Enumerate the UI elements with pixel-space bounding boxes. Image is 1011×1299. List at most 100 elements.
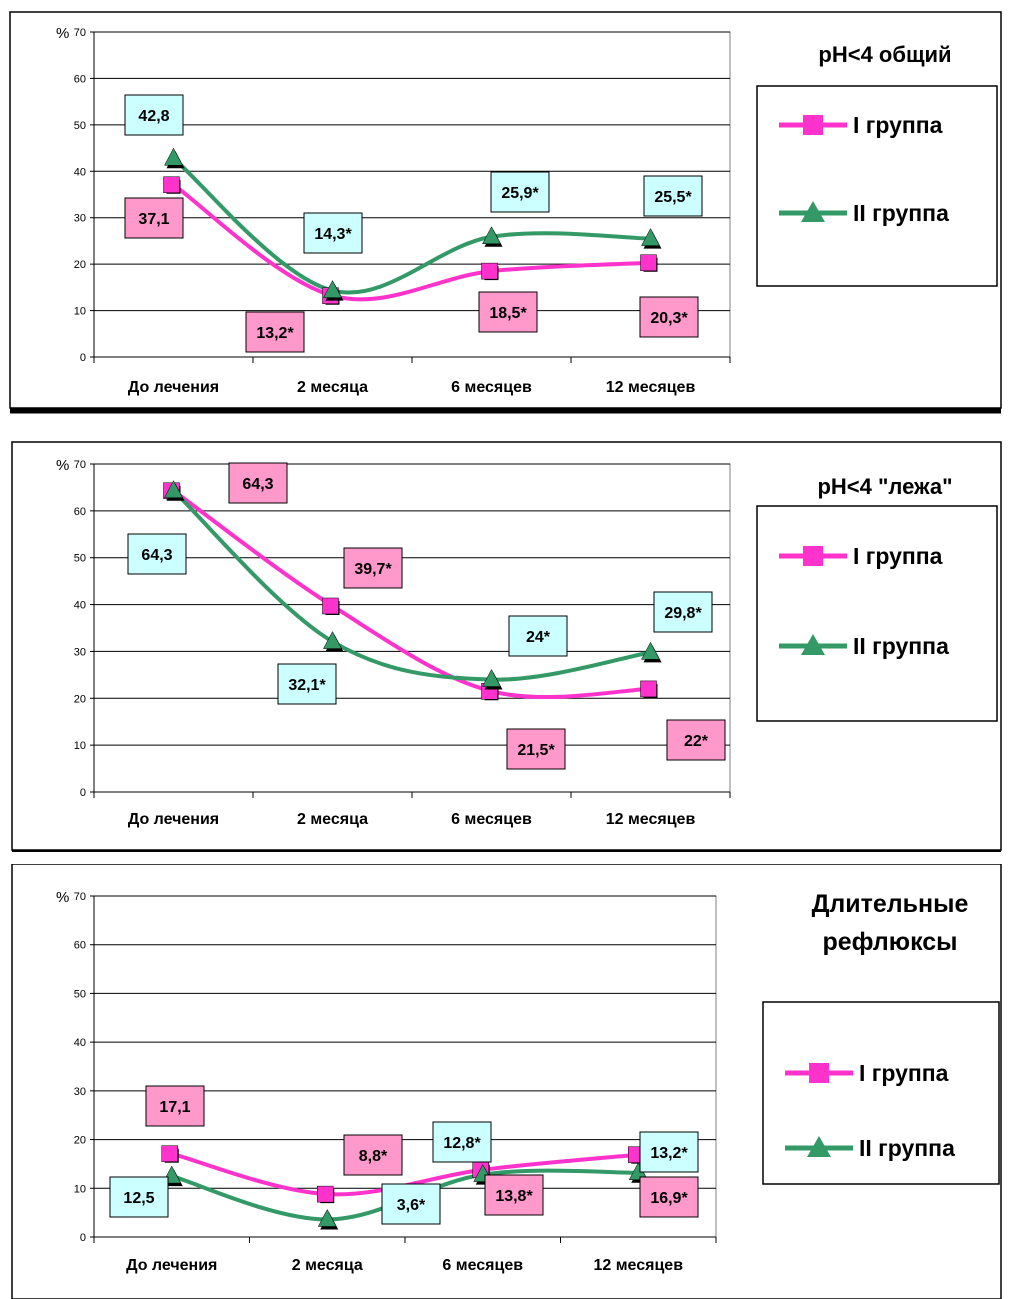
chart-title: рН<4 общий <box>818 42 951 67</box>
data-label-box <box>245 311 305 353</box>
y-tick-label: 40 <box>74 1037 86 1049</box>
y-tick-label: 0 <box>80 787 86 799</box>
y-axis-label: % <box>56 457 69 474</box>
legend-label-series-2: II группа <box>853 633 949 659</box>
legend-box <box>762 1001 1000 1185</box>
data-label-box <box>639 1176 699 1218</box>
chart-title: рН<4 "лежа" <box>817 474 952 499</box>
y-tick-label: 20 <box>74 693 86 705</box>
data-point-series-1 <box>322 597 339 615</box>
x-tick-label: До лечения <box>128 811 219 828</box>
data-point-series-2 <box>164 480 183 498</box>
data-label: 37,1 <box>138 211 169 228</box>
data-label-box <box>109 1176 169 1218</box>
data-point-series-2 <box>164 147 183 166</box>
y-tick-label: 60 <box>74 506 86 518</box>
data-label: 24* <box>526 629 551 646</box>
data-label-box <box>124 197 184 239</box>
data-point-series-2 <box>482 669 501 687</box>
x-tick-label: 2 месяца <box>297 811 368 828</box>
legend-marker-series-2 <box>801 201 825 222</box>
y-tick-label: 60 <box>74 73 86 85</box>
legend-marker-series-1 <box>809 1063 829 1083</box>
data-label: 13,2* <box>256 325 294 342</box>
data-label-box <box>653 591 713 633</box>
data-label-box <box>639 1131 699 1173</box>
y-axis-label: % <box>56 889 69 906</box>
data-label: 18,5* <box>489 305 527 322</box>
data-point-series-2 <box>323 280 342 298</box>
data-label: 13,2* <box>650 1145 688 1162</box>
y-tick-label: 0 <box>80 352 86 364</box>
data-label-box <box>666 719 726 761</box>
data-label: 25,9* <box>501 185 539 202</box>
data-label: 39,7* <box>354 561 392 578</box>
data-label-box <box>228 462 288 504</box>
data-point-series-2 <box>641 228 660 246</box>
legend-box <box>756 85 998 287</box>
data-label-box <box>484 1174 544 1216</box>
chart-panel-2: 0 10 20 30 40 50 60 70% До лечения 2 месяца 6 меся… <box>0 432 1011 852</box>
x-tick-label: 2 месяца <box>292 1257 363 1274</box>
y-tick-label: 30 <box>74 1086 86 1098</box>
y-tick-label: 60 <box>74 940 86 952</box>
x-tick-label: 12 месяцев <box>606 379 696 396</box>
legend-label-series-1: I группа <box>853 112 943 138</box>
data-label: 32,1* <box>288 677 326 694</box>
data-point-series-2 <box>323 631 342 649</box>
y-tick-label: 70 <box>74 27 86 39</box>
x-tick-label: 6 месяцев <box>451 811 532 828</box>
data-label: 14,3* <box>314 226 352 243</box>
data-point-series-1 <box>317 1185 334 1203</box>
y-tick-label: 10 <box>74 1183 86 1195</box>
legend-label-series-1: I группа <box>859 1060 949 1086</box>
data-label: 29,8* <box>664 605 702 622</box>
legend-marker-series-2 <box>807 1136 831 1157</box>
legend-label-series-2: II группа <box>853 200 949 226</box>
data-label-box <box>490 171 550 213</box>
legend-label-series-2: II группа <box>859 1135 955 1161</box>
y-tick-label: 50 <box>74 553 86 565</box>
y-axis-label: % <box>56 25 69 42</box>
data-point-series-1 <box>481 262 498 280</box>
chart-panel-1: 0 10 20 30 40 50 60 70% До лечения 2 месяца 6 меся… <box>0 0 1011 420</box>
data-label-box <box>643 175 703 217</box>
data-label-box <box>506 728 566 770</box>
data-label-box <box>381 1183 441 1225</box>
chart-2: 0 10 20 30 40 50 60 70% До лечения 2 месяца 6 меся… <box>11 441 1002 852</box>
legend-marker-series-1 <box>803 546 823 566</box>
data-label: 13,8* <box>495 1188 533 1205</box>
x-tick-label: До лечения <box>128 379 219 396</box>
data-label: 64,3 <box>141 547 172 564</box>
data-label: 20,3* <box>650 310 688 327</box>
x-tick-label: 12 месяцев <box>593 1257 683 1274</box>
data-label: 8,8* <box>359 1148 388 1165</box>
y-tick-label: 50 <box>74 120 86 132</box>
data-label-box <box>277 663 337 705</box>
data-label-box <box>432 1121 492 1163</box>
y-tick-label: 20 <box>74 259 86 271</box>
data-label: 21,5* <box>517 742 555 759</box>
data-label-box <box>639 296 699 338</box>
y-tick-label: 30 <box>74 646 86 658</box>
y-tick-label: 10 <box>74 306 86 318</box>
data-label: 12,8* <box>443 1135 481 1152</box>
data-label-box <box>124 94 184 136</box>
series-line-2 <box>172 489 651 682</box>
series-line-2 <box>172 156 651 295</box>
data-point-series-1 <box>163 176 180 193</box>
series-line-1 <box>172 183 651 302</box>
data-label-box <box>145 1085 205 1127</box>
legend-marker-series-2 <box>801 634 825 655</box>
legend-label-series-1: I группа <box>853 543 943 569</box>
chart-1: 0 10 20 30 40 50 60 70% До лечения 2 месяца 6 меся… <box>9 11 1002 414</box>
x-tick-label: 6 месяцев <box>451 379 532 396</box>
data-point-series-1 <box>161 1145 178 1162</box>
data-point-series-2 <box>482 226 501 244</box>
data-point-series-2 <box>317 1208 337 1227</box>
y-tick-label: 70 <box>74 459 86 471</box>
data-point-series-1 <box>640 254 657 271</box>
y-tick-label: 40 <box>74 600 86 612</box>
data-label: 12,5 <box>123 1190 154 1207</box>
y-tick-label: 0 <box>80 1232 86 1244</box>
